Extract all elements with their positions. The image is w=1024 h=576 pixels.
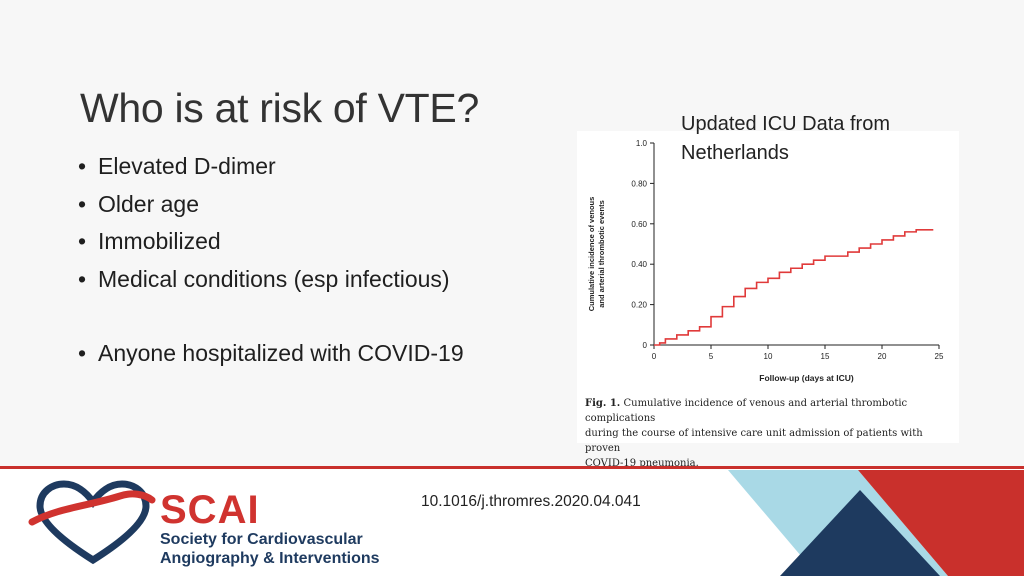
bullet-item: Immobilized	[78, 223, 464, 261]
x-tick-label: 15	[821, 352, 830, 361]
footer-divider	[0, 466, 1024, 469]
caption-label: Fig. 1.	[585, 398, 621, 409]
x-tick-label: 0	[652, 352, 657, 361]
y-tick-label: 0	[643, 341, 648, 350]
bullet-item: Elevated D-dimer	[78, 148, 464, 186]
x-axis-label: Follow-up (days at ICU)	[759, 373, 854, 383]
x-tick-label: 25	[935, 352, 944, 361]
y-tick-label: 1.0	[636, 139, 648, 148]
figure-panel: 0 0.20 0.40 0.60 0.80 1.0 0 5 10 15 20 25 Follow-up …	[577, 131, 959, 469]
caption-text: Cumulative incidence of venous and arter…	[585, 398, 908, 424]
logo-subtitle: Angiography & Interventions	[160, 550, 380, 567]
figure-caption: Fig. 1. Cumulative incidence of venous a…	[585, 396, 957, 471]
y-tick-label: 0.40	[631, 260, 647, 269]
doi-reference: 10.1016/j.thromres.2020.04.041	[421, 493, 641, 510]
heart-swoosh-icon	[28, 490, 156, 526]
annotation-line: Netherlands	[681, 142, 789, 164]
annotation-line: Updated ICU Data from	[681, 113, 890, 135]
y-tick-label: 0.80	[631, 179, 647, 188]
x-tick-label: 20	[878, 352, 887, 361]
annotation: Updated ICU Data from Netherlands	[681, 110, 890, 168]
y-tick-label: 0.20	[631, 301, 647, 310]
corner-red-block	[858, 470, 1024, 576]
bullet-list: Elevated D-dimer Older age Immobilized M…	[78, 148, 464, 373]
bullet-item: Older age	[78, 186, 464, 224]
bullet-item: Medical conditions (esp infectious)	[78, 261, 464, 299]
step-chart: 0 0.20 0.40 0.60 0.80 1.0 0 5 10 15 20 25 Follow-up …	[587, 139, 944, 383]
x-tick-label: 10	[764, 352, 773, 361]
caption-text: COVID-19 pneumonia.	[585, 458, 699, 469]
slide-title: Who is at risk of VTE?	[80, 85, 479, 132]
y-tick-label: 0.60	[631, 220, 647, 229]
bullet-item: Anyone hospitalized with COVID-19	[78, 335, 464, 373]
y-axis-label: Cumulative incidence of venous	[587, 197, 596, 312]
caption-text: during the course of intensive care unit…	[585, 428, 923, 454]
logo-name: SCAI	[160, 488, 260, 532]
cumulative-incidence-line	[654, 229, 934, 346]
logo-wordmark: SCAI Society for Cardiovascular Angiogra…	[160, 490, 380, 568]
corner-navy-stripe	[780, 490, 940, 576]
scai-heart-logo	[28, 480, 156, 565]
x-tick-label: 5	[709, 352, 714, 361]
y-axis-label: and arterial thrombotic events	[597, 200, 606, 308]
logo-subtitle: Society for Cardiovascular	[160, 531, 363, 548]
